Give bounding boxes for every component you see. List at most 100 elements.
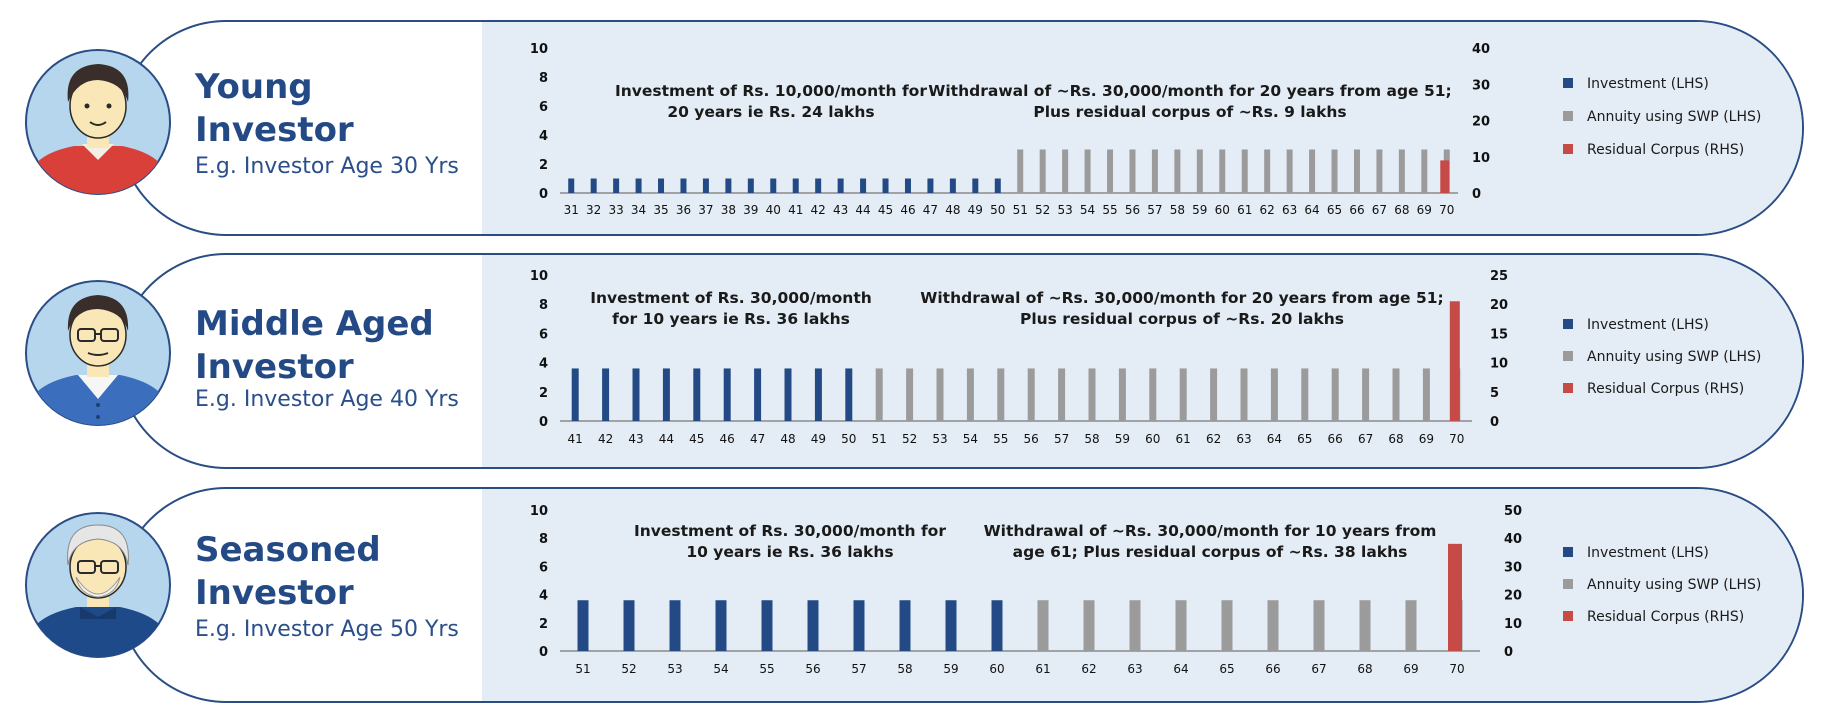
legend-label-annuity: Annuity using SWP (LHS) bbox=[1587, 577, 1761, 593]
investor-title: Young Investor bbox=[195, 66, 354, 152]
bar-investment-lhs-43 bbox=[837, 178, 844, 193]
x-tick-label: 59 bbox=[1115, 432, 1130, 446]
bar-annuity-using-swp-lhs-53 bbox=[1062, 149, 1069, 193]
x-tick-label: 60 bbox=[1145, 432, 1160, 446]
x-tick-label: 51 bbox=[575, 662, 590, 676]
x-tick-label: 57 bbox=[1147, 203, 1162, 217]
bar-annuity-using-swp-lhs-64 bbox=[1309, 149, 1316, 193]
legend-label-annuity: Annuity using SWP (LHS) bbox=[1587, 109, 1761, 125]
bar-annuity-using-swp-lhs-68 bbox=[1392, 368, 1400, 421]
bar-annuity-using-swp-lhs-64 bbox=[1270, 368, 1278, 421]
x-tick-label: 56 bbox=[805, 662, 820, 676]
legend-swatch-residual bbox=[1563, 611, 1573, 621]
y-left-tick-label: 6 bbox=[539, 327, 548, 342]
x-tick-label: 57 bbox=[1054, 432, 1069, 446]
legend-swatch-annuity bbox=[1563, 351, 1573, 361]
chart-annotation: for 10 years ie Rs. 36 lakhs bbox=[612, 310, 850, 328]
x-tick-label: 70 bbox=[1449, 662, 1464, 676]
bar-investment-lhs-46 bbox=[904, 178, 911, 193]
bar-annuity-using-swp-lhs-61 bbox=[1241, 149, 1248, 193]
chart-card bbox=[118, 487, 1804, 703]
y-right-tick-label: 30 bbox=[1472, 78, 1490, 93]
x-tick-label: 68 bbox=[1357, 662, 1372, 676]
bar-investment-lhs-53 bbox=[669, 600, 681, 651]
x-tick-label: 66 bbox=[1328, 432, 1343, 446]
x-tick-label: 44 bbox=[855, 203, 870, 217]
legend-label-annuity: Annuity using SWP (LHS) bbox=[1587, 349, 1761, 365]
bar-annuity-using-swp-lhs-66 bbox=[1353, 149, 1360, 193]
investment-chart-seasoned: 51 52 53 54 55 56 57 58 59 60 61 62 63 64 65 66 67 68 69 70… bbox=[530, 504, 1761, 676]
middle-aged-investor-avatar-icon bbox=[25, 280, 171, 426]
legend-swatch-investment bbox=[1563, 319, 1573, 329]
y-right-tick-label: 10 bbox=[1472, 151, 1490, 166]
chart-annotation: age 61; Plus residual corpus of ~Rs. 38 … bbox=[1013, 543, 1408, 561]
y-left-tick-label: 8 bbox=[539, 532, 548, 547]
bar-annuity-using-swp-lhs-56 bbox=[1027, 368, 1035, 421]
x-tick-label: 63 bbox=[1127, 662, 1142, 676]
y-left-tick-label: 10 bbox=[530, 42, 548, 57]
x-tick-label: 44 bbox=[659, 432, 674, 446]
bar-investment-lhs-58 bbox=[899, 600, 911, 651]
bar-annuity-using-swp-lhs-62 bbox=[1264, 149, 1271, 193]
bar-annuity-using-swp-lhs-65 bbox=[1301, 368, 1309, 421]
investor-subtitle: E.g. Investor Age 40 Yrs bbox=[195, 387, 459, 412]
x-tick-label: 53 bbox=[932, 432, 947, 446]
x-tick-label: 64 bbox=[1267, 432, 1282, 446]
bar-investment-lhs-49 bbox=[972, 178, 979, 193]
y-right-tick-label: 25 bbox=[1490, 269, 1508, 284]
y-right-tick-label: 20 bbox=[1504, 589, 1522, 604]
bar-investment-lhs-57 bbox=[853, 600, 865, 651]
investor-row-middle-aged: Middle Aged Investor E.g. Investor Age 4… bbox=[0, 253, 1826, 469]
y-right-tick-label: 15 bbox=[1490, 327, 1508, 342]
x-tick-label: 60 bbox=[989, 662, 1004, 676]
x-tick-label: 45 bbox=[689, 432, 704, 446]
x-tick-label: 52 bbox=[902, 432, 917, 446]
bar-annuity-using-swp-lhs-54 bbox=[1084, 149, 1091, 193]
chart-annotation: Investment of Rs. 30,000/month for bbox=[634, 522, 946, 540]
x-tick-label: 69 bbox=[1417, 203, 1432, 217]
x-tick-label: 42 bbox=[598, 432, 613, 446]
y-right-tick-label: 40 bbox=[1504, 532, 1522, 547]
x-tick-label: 52 bbox=[621, 662, 636, 676]
x-tick-label: 70 bbox=[1439, 203, 1454, 217]
investor-title-line1: Seasoned bbox=[195, 530, 381, 570]
x-tick-label: 66 bbox=[1349, 203, 1364, 217]
x-tick-label: 59 bbox=[1192, 203, 1207, 217]
x-tick-label: 41 bbox=[788, 203, 803, 217]
legend-label-investment: Investment (LHS) bbox=[1587, 545, 1709, 561]
bar-investment-lhs-56 bbox=[807, 600, 819, 651]
x-tick-label: 49 bbox=[968, 203, 983, 217]
y-left-tick-label: 2 bbox=[539, 617, 548, 632]
x-tick-label: 54 bbox=[1080, 203, 1095, 217]
x-tick-label: 46 bbox=[720, 432, 735, 446]
y-right-tick-label: 0 bbox=[1490, 415, 1499, 430]
x-tick-label: 42 bbox=[811, 203, 826, 217]
bar-investment-lhs-38 bbox=[725, 178, 732, 193]
y-right-tick-label: 10 bbox=[1504, 617, 1522, 632]
x-tick-label: 33 bbox=[608, 203, 623, 217]
x-tick-label: 48 bbox=[780, 432, 795, 446]
bar-annuity-using-swp-lhs-65 bbox=[1331, 149, 1338, 193]
bar-annuity-using-swp-lhs-52 bbox=[1039, 149, 1046, 193]
bar-investment-lhs-49 bbox=[814, 368, 822, 421]
bar-investment-lhs-31 bbox=[568, 178, 575, 193]
x-tick-label: 35 bbox=[653, 203, 668, 217]
x-tick-label: 67 bbox=[1358, 432, 1373, 446]
x-tick-label: 66 bbox=[1265, 662, 1280, 676]
x-tick-label: 50 bbox=[990, 203, 1005, 217]
y-left-tick-label: 10 bbox=[530, 504, 548, 519]
y-left-tick-label: 6 bbox=[539, 560, 548, 575]
bar-annuity-using-swp-lhs-55 bbox=[997, 368, 1005, 421]
bar-investment-lhs-35 bbox=[658, 178, 665, 193]
bar-annuity-using-swp-lhs-67 bbox=[1313, 600, 1325, 651]
y-left-tick-label: 6 bbox=[539, 100, 548, 115]
x-tick-label: 69 bbox=[1419, 432, 1434, 446]
chart-annotation: 20 years ie Rs. 24 lakhs bbox=[667, 103, 874, 121]
legend-swatch-annuity bbox=[1563, 111, 1573, 121]
investor-subtitle: E.g. Investor Age 30 Yrs bbox=[195, 154, 459, 179]
y-right-tick-label: 20 bbox=[1490, 298, 1508, 313]
x-tick-label: 34 bbox=[631, 203, 646, 217]
bar-annuity-using-swp-lhs-63 bbox=[1286, 149, 1293, 193]
x-tick-label: 56 bbox=[1024, 432, 1039, 446]
y-left-tick-label: 0 bbox=[539, 645, 548, 660]
